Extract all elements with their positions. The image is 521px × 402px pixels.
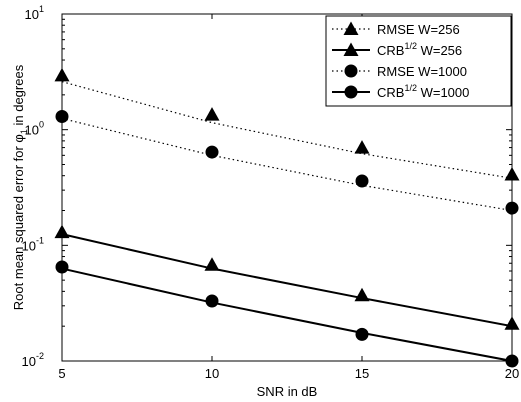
legend-label: CRB1/2 W=1000 bbox=[377, 83, 469, 100]
data-point-marker bbox=[205, 294, 219, 308]
y-tick-exponent: -2 bbox=[36, 351, 44, 361]
y-tick-base: 10 bbox=[25, 123, 39, 138]
legend-label: RMSE W=1000 bbox=[377, 64, 467, 79]
legend-text: CRB bbox=[377, 85, 404, 100]
y-tick-label: 100 bbox=[25, 120, 44, 138]
legend-text: CRB bbox=[377, 43, 404, 58]
y-tick-exponent: 0 bbox=[39, 120, 44, 130]
series-1 bbox=[54, 224, 520, 330]
x-axis-label: SNR in dB bbox=[257, 384, 318, 399]
y-tick-base: 10 bbox=[25, 7, 39, 22]
y-tick-base: 10 bbox=[22, 238, 36, 253]
series-0 bbox=[54, 67, 520, 181]
y-tick-base: 10 bbox=[22, 354, 36, 369]
y-label-symbol: φ bbox=[11, 134, 26, 142]
y-tick-exponent: 1 bbox=[39, 4, 44, 14]
plot-area bbox=[54, 67, 520, 368]
legend-superscript: 1/2 bbox=[404, 41, 417, 51]
y-label-subscript: 1 bbox=[19, 129, 29, 134]
data-point-marker bbox=[354, 140, 370, 154]
legend-superscript: 1/2 bbox=[404, 83, 417, 93]
y-tick-label: 101 bbox=[25, 4, 44, 22]
axes-box bbox=[61, 13, 513, 362]
data-point-marker bbox=[204, 107, 220, 121]
data-point-marker bbox=[355, 174, 369, 188]
legend-marker bbox=[344, 85, 358, 99]
x-tick-label: 10 bbox=[205, 366, 219, 381]
y-label-prefix: Root mean squared error for bbox=[11, 143, 26, 311]
series-line bbox=[61, 267, 513, 362]
y-tick-exponent: -1 bbox=[36, 235, 44, 245]
x-tick-label: 20 bbox=[505, 366, 519, 381]
data-point-marker bbox=[204, 257, 220, 271]
series-line bbox=[61, 117, 513, 212]
legend-marker bbox=[343, 42, 359, 56]
y-tick-label: 10-1 bbox=[22, 235, 44, 253]
x-tick-label: 15 bbox=[355, 366, 369, 381]
series-line bbox=[61, 233, 513, 328]
series-2 bbox=[55, 109, 519, 215]
y-label-suffix: in degrees bbox=[11, 64, 26, 129]
series-line bbox=[61, 81, 513, 179]
legend-text: RMSE W=256 bbox=[377, 22, 460, 37]
series-3 bbox=[55, 260, 519, 368]
legend-label: CRB1/2 W=256 bbox=[377, 41, 462, 58]
y-tick-label: 10-2 bbox=[22, 351, 44, 369]
data-point-marker bbox=[354, 287, 370, 302]
legend-text-suffix: W=1000 bbox=[417, 85, 469, 100]
legend-label: RMSE W=256 bbox=[377, 22, 460, 37]
legend-text: RMSE W=1000 bbox=[377, 64, 467, 79]
y-axis-label: Root mean squared error for φ1 in degree… bbox=[11, 64, 29, 310]
x-tick-label: 5 bbox=[58, 366, 65, 381]
legend-text-suffix: W=256 bbox=[417, 43, 462, 58]
data-point-marker bbox=[205, 145, 219, 159]
legend-marker bbox=[343, 21, 359, 35]
data-point-marker bbox=[355, 327, 369, 341]
legend-marker bbox=[344, 64, 358, 78]
